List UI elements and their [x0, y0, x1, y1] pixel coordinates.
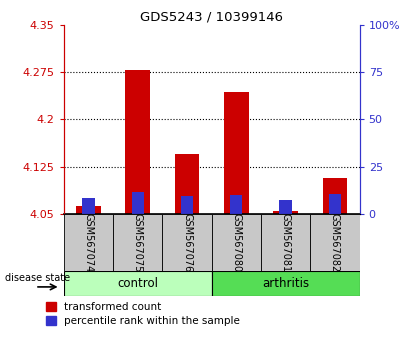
Bar: [224, 92, 249, 214]
Bar: [175, 154, 199, 214]
Bar: [125, 70, 150, 214]
Bar: [162, 214, 212, 271]
Text: disease state: disease state: [5, 273, 70, 283]
Bar: [113, 214, 162, 271]
Bar: [323, 178, 347, 214]
Bar: [212, 214, 261, 271]
Bar: [132, 192, 144, 214]
Bar: [64, 271, 212, 296]
Text: arthritis: arthritis: [262, 277, 309, 290]
Bar: [279, 200, 292, 214]
Bar: [181, 196, 193, 214]
Bar: [82, 198, 95, 214]
Text: GSM567075: GSM567075: [133, 213, 143, 272]
Text: control: control: [117, 277, 158, 290]
Text: GSM567081: GSM567081: [281, 213, 291, 272]
Bar: [230, 195, 242, 214]
Text: GSM567082: GSM567082: [330, 213, 340, 272]
Bar: [76, 206, 101, 214]
Bar: [329, 194, 341, 214]
Bar: [310, 214, 360, 271]
Bar: [261, 214, 310, 271]
Title: GDS5243 / 10399146: GDS5243 / 10399146: [140, 11, 283, 24]
Text: GSM567080: GSM567080: [231, 213, 241, 272]
Text: GSM567076: GSM567076: [182, 213, 192, 272]
Bar: [64, 214, 113, 271]
Bar: [212, 271, 360, 296]
Bar: [273, 211, 298, 214]
Legend: transformed count, percentile rank within the sample: transformed count, percentile rank withi…: [45, 301, 241, 327]
Text: GSM567074: GSM567074: [83, 213, 93, 272]
